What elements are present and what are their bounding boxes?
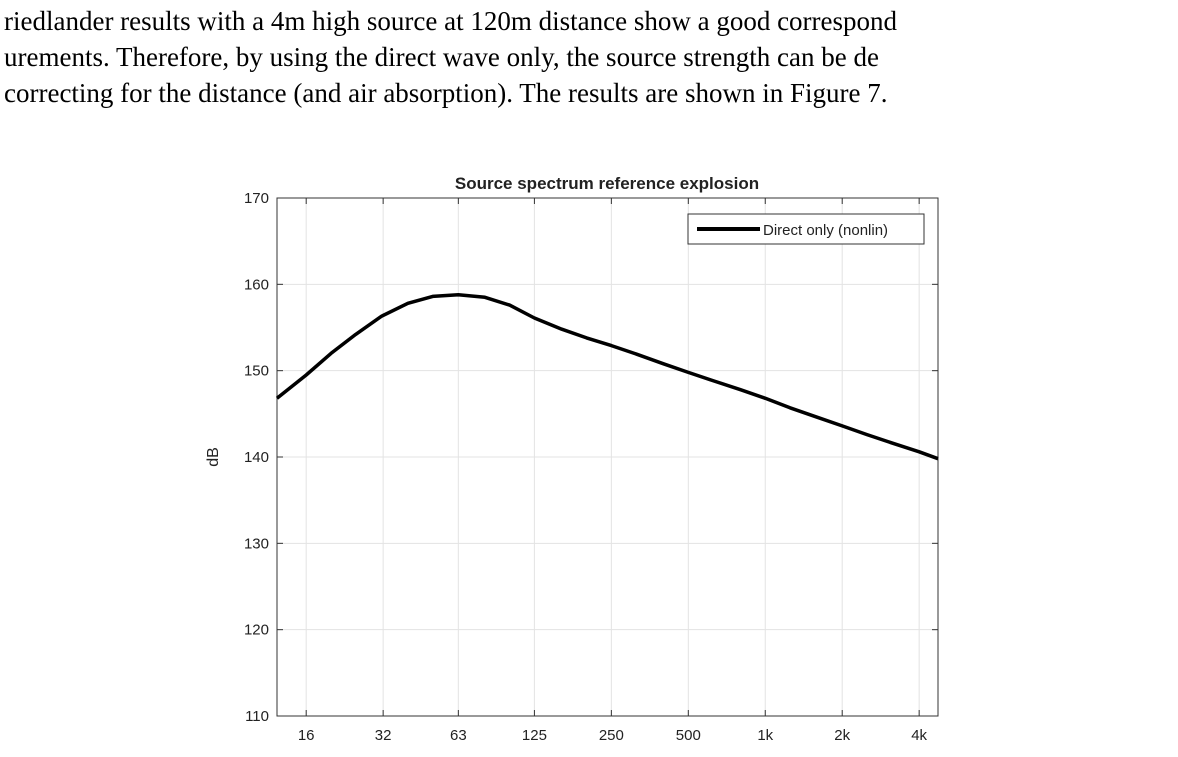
x-tick-label: 63 — [450, 727, 467, 744]
y-tick-label: 150 — [244, 363, 269, 380]
chart-title: Source spectrum reference explosion — [455, 174, 759, 193]
x-tick-label: 500 — [676, 727, 701, 744]
x-tick-label: 125 — [522, 727, 547, 744]
x-tick-label: 4k — [911, 727, 927, 744]
y-axis-label: dB — [205, 447, 222, 467]
body-text-line-3: correcting for the distance (and air abs… — [4, 78, 888, 108]
legend: Direct only (nonlin) — [687, 213, 925, 245]
x-tick-label: 1k — [757, 727, 773, 744]
y-tick-label: 130 — [244, 535, 269, 552]
legend-label: Direct only (nonlin) — [763, 222, 888, 239]
body-text-line-2: urements. Therefore, by using the direct… — [4, 42, 879, 72]
x-tick-label: 2k — [834, 727, 850, 744]
x-tick-label: 250 — [599, 727, 624, 744]
y-tick-label: 170 — [244, 190, 269, 207]
x-tick-label: 32 — [375, 727, 392, 744]
series-line-direct-only — [275, 292, 939, 461]
y-tick-label: 110 — [245, 708, 269, 725]
y-tick-label: 120 — [244, 622, 269, 639]
body-text-line-1: riedlander results with a 4m high source… — [4, 6, 898, 36]
x-tick-label: 16 — [298, 727, 315, 744]
y-tick-label: 160 — [244, 276, 269, 293]
y-tick-label: 140 — [244, 449, 269, 466]
